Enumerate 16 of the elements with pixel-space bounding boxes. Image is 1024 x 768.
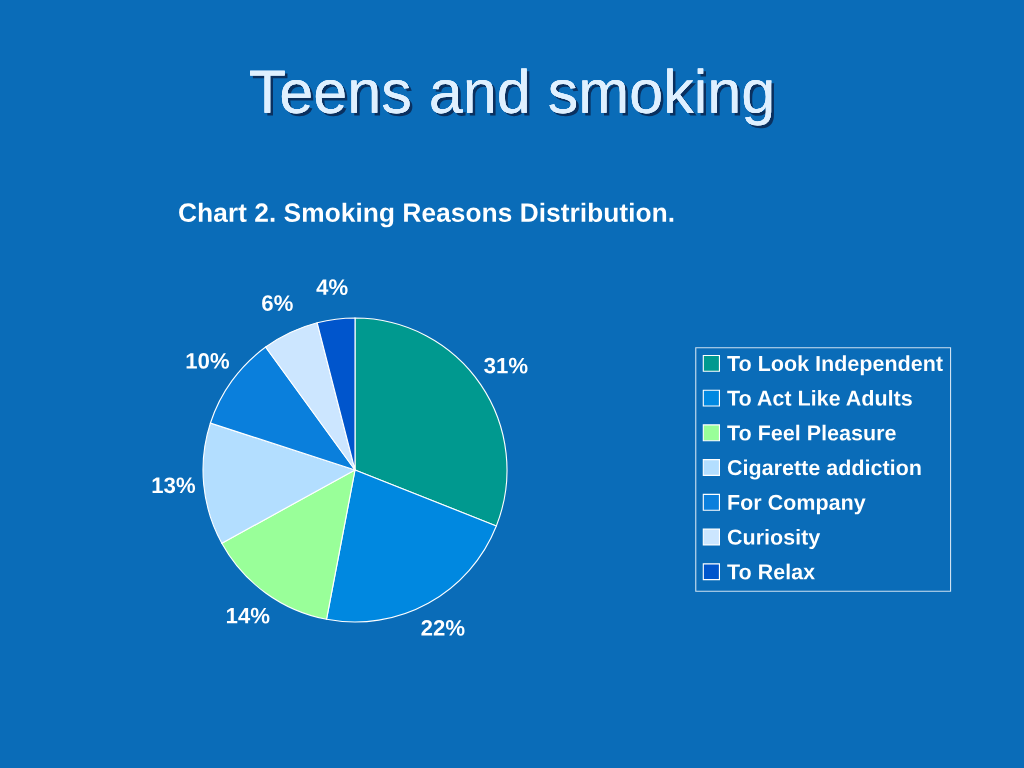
- legend-label: To Relax: [727, 563, 815, 580]
- legend-label: To Feel Pleasure: [727, 424, 896, 441]
- data-label: 10%: [186, 353, 230, 369]
- legend-label: To Look Independent: [727, 355, 943, 376]
- data-label: 22%: [421, 620, 465, 636]
- data-label: 14%: [226, 607, 270, 624]
- legend-label: To Act Like Adults: [727, 390, 912, 406]
- data-label: 4%: [316, 279, 348, 295]
- chart-title: Teens and smoking: [250, 68, 775, 129]
- data-label: 13%: [152, 477, 196, 494]
- legend-label: For Company: [728, 494, 866, 515]
- data-label: 31%: [484, 357, 528, 374]
- data-label: 6%: [262, 295, 293, 311]
- legend-label: Cigarette addiction: [727, 459, 921, 480]
- chart-subtitle: Chart 2. Smoking Reasons Distribution.: [179, 202, 674, 228]
- legend-label: Curiosity: [727, 528, 821, 549]
